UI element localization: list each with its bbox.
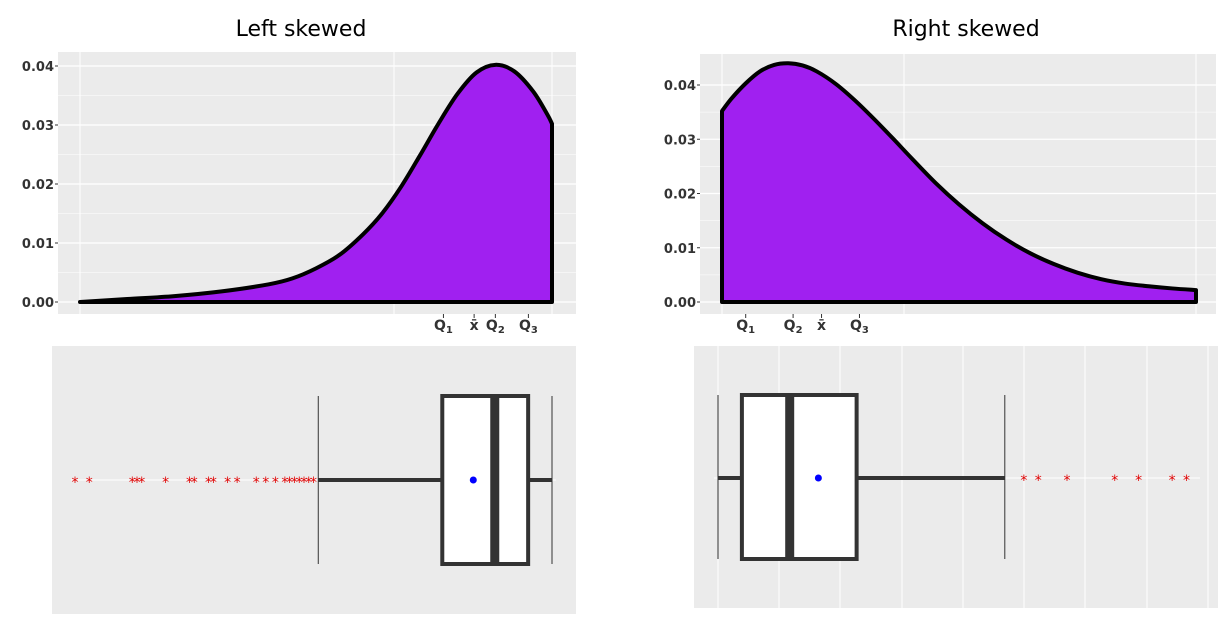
left-boxplot: * * *** * ** ** * * * * * ******* [71, 394, 556, 566]
outlier-point: * [253, 475, 260, 491]
mean-point [469, 476, 477, 484]
outlier-point: * [262, 475, 269, 491]
right-boxplot-chart: * * * * * * * [694, 346, 1218, 608]
right-density-chart: Right skewed 0.00 0.01 0.02 0.03 0.04 Q1 Q2 x̄… [664, 17, 1216, 336]
quantile-label: Q1 [434, 318, 453, 336]
y-tick-label: 0.00 [22, 296, 54, 311]
quantile-label: Q3 [850, 318, 869, 336]
left-boxplot-chart: * * *** * ** ** * * * * * ******* [52, 346, 576, 614]
outlier-point: * [129, 475, 136, 491]
right-y-axis-ticks: 0.00 0.01 0.02 0.03 0.04 [664, 79, 700, 311]
quantile-label: Q3 [519, 318, 538, 336]
left-density-area [78, 62, 554, 304]
quantile-label: x̄ [470, 318, 479, 334]
outlier-point: * [272, 475, 279, 491]
left-density-chart: Left skewed 0.000.010.020.030.04 Q1 x̄ Q2 Q… [22, 17, 576, 336]
y-tick-label: 0.03 [22, 119, 54, 134]
y-tick-label: 0.01 [664, 242, 696, 257]
outlier-point: * [210, 475, 217, 491]
outlier-point: * [224, 475, 231, 491]
y-tick-label: 0.03 [664, 133, 696, 148]
y-tick-label: 0.02 [22, 178, 54, 193]
y-tick-label: 0.02 [664, 188, 696, 203]
y-tick-label: 0.01 [22, 237, 54, 252]
quantile-label: Q1 [736, 318, 755, 336]
quantile-label: Q2 [486, 318, 505, 336]
left-chart-title: Left skewed [236, 17, 367, 42]
y-tick-label: 0.04 [664, 79, 696, 94]
mean-point [814, 474, 822, 482]
outlier-point: * [134, 475, 141, 491]
outlier-point: * [300, 475, 307, 491]
outlier-point: * [191, 475, 198, 491]
iqr-box [739, 393, 859, 561]
iqr-box [440, 394, 531, 566]
right-boxplot: * * * * * * * [714, 393, 1200, 561]
outlier-point: * [234, 475, 241, 491]
outlier-point: * [296, 475, 303, 491]
outlier-point: * [1035, 473, 1042, 489]
outlier-point: * [1020, 473, 1027, 489]
outlier-point: * [286, 475, 293, 491]
outlier-point: * [1135, 473, 1142, 489]
outlier-point: * [186, 475, 193, 491]
y-tick-label: 0.04 [22, 60, 54, 75]
y-tick-label: 0.00 [664, 296, 696, 311]
right-density-area [720, 61, 1198, 304]
outlier-point: * [310, 475, 317, 491]
outlier-point: * [162, 475, 169, 491]
outlier-point: * [1169, 473, 1176, 489]
outlier-point: * [1183, 473, 1190, 489]
left-y-axis-ticks: 0.00 0.01 0.02 0.03 0.04 [22, 60, 58, 311]
outlier-point: * [305, 475, 312, 491]
right-quantile-markers: Q1 Q2 x̄ Q3 [736, 314, 869, 336]
outlier-point: * [1063, 473, 1070, 489]
outlier-point: * [72, 475, 79, 491]
outlier-point: * [291, 475, 298, 491]
outlier-point: * [1111, 473, 1118, 489]
outlier-point: * [86, 475, 93, 491]
outlier-point: * [281, 475, 288, 491]
outlier-point: * [138, 475, 145, 491]
quantile-label: Q2 [784, 318, 803, 336]
quantile-label: x̄ [817, 318, 826, 334]
right-chart-title: Right skewed [892, 17, 1039, 42]
left-quantile-markers: Q1 x̄ Q2 Q3 [434, 314, 538, 336]
outlier-point: * [205, 475, 212, 491]
